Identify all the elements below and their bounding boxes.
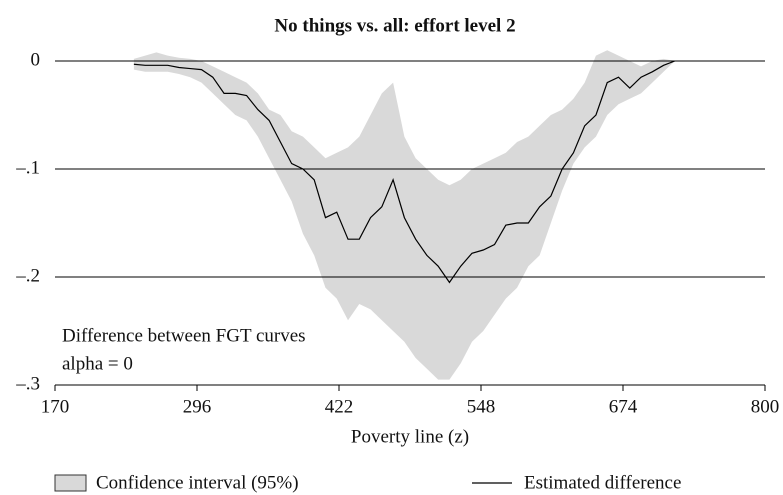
x-tick-label: 800 xyxy=(751,396,780,417)
x-axis-label: Poverty line (z) xyxy=(351,426,469,447)
confidence-band xyxy=(133,50,675,380)
legend-swatch xyxy=(54,474,87,492)
annotation: alpha = 0 xyxy=(62,353,133,374)
y-tick-label: –.2 xyxy=(15,265,40,286)
y-tick-label: 0 xyxy=(31,49,41,70)
annotation: Difference between FGT curves xyxy=(62,325,306,346)
plot-layer xyxy=(133,50,675,380)
x-tick-label: 170 xyxy=(41,396,70,417)
x-tick-label: 674 xyxy=(609,396,638,417)
legend-label: Estimated difference xyxy=(524,472,681,493)
y-tick-label: –.1 xyxy=(15,157,40,178)
y-tick-label: –.3 xyxy=(15,373,40,394)
legend-label: Confidence interval (95%) xyxy=(96,472,299,493)
x-tick-label: 548 xyxy=(467,396,496,417)
estimate-line xyxy=(133,60,676,284)
x-tick-label: 296 xyxy=(183,396,212,417)
chart-title: No things vs. all: effort level 2 xyxy=(274,15,515,36)
x-tick-label: 422 xyxy=(325,396,354,417)
